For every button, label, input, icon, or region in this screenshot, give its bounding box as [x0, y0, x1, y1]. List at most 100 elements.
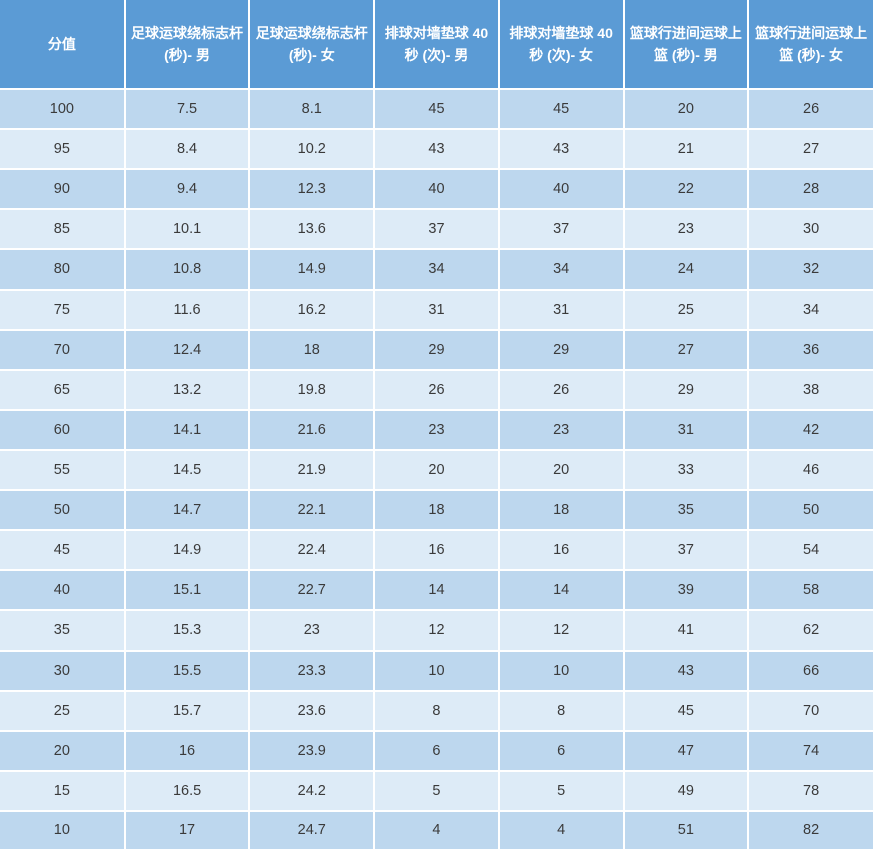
value-cell: 21	[623, 129, 750, 171]
value-cell: 41	[623, 610, 750, 652]
table-row: 30 15.5 23.3 10 10 43 66	[0, 650, 873, 692]
table-row: 50 14.7 22.1 18 18 35 50	[0, 490, 873, 532]
value-cell: 50	[748, 490, 873, 532]
table-row: 35 15.3 23 12 12 41 62	[0, 610, 873, 652]
column-header: 排球对墙垫球 40 秒 (次)- 女	[498, 0, 625, 90]
value-cell: 6	[498, 730, 625, 772]
value-cell: 24.2	[249, 770, 376, 812]
value-cell: 37	[623, 530, 750, 572]
value-cell: 23.3	[249, 650, 376, 692]
value-cell: 26	[374, 369, 500, 411]
column-header: 篮球行进间运球上篮 (秒)- 女	[748, 0, 873, 90]
column-header: 排球对墙垫球 40 秒 (次)- 男	[374, 0, 500, 90]
value-cell: 40	[374, 169, 500, 211]
value-cell: 14	[498, 570, 625, 612]
value-cell: 31	[498, 289, 625, 331]
value-cell: 21.6	[249, 409, 376, 451]
value-cell: 31	[623, 409, 750, 451]
value-cell: 51	[623, 810, 750, 849]
table-row: 100 7.5 8.1 45 45 20 26	[0, 89, 873, 131]
value-cell: 8	[374, 690, 500, 732]
value-cell: 6	[374, 730, 500, 772]
table-body: 100 7.5 8.1 45 45 20 26 95 8.4 10.2 43 43 21 27 90 9.4 1…	[0, 89, 873, 849]
table-row: 25 15.7 23.6 8 8 45 70	[0, 690, 873, 732]
table-row: 55 14.5 21.9 20 20 33 46	[0, 449, 873, 492]
value-cell: 66	[748, 650, 873, 692]
value-cell: 16	[498, 530, 625, 572]
table-row: 15 16.5 24.2 5 5 49 78	[0, 770, 873, 812]
score-cell: 25	[0, 690, 126, 732]
value-cell: 22	[623, 169, 750, 211]
value-cell: 14	[374, 570, 500, 612]
value-cell: 8.4	[124, 129, 251, 171]
value-cell: 54	[748, 530, 873, 572]
value-cell: 45	[623, 690, 750, 732]
value-cell: 13.2	[124, 369, 251, 411]
value-cell: 7.5	[124, 89, 251, 131]
table-row: 75 11.6 16.2 31 31 25 34	[0, 289, 873, 331]
value-cell: 10.2	[249, 129, 376, 171]
value-cell: 34	[374, 249, 500, 291]
value-cell: 8.1	[249, 89, 376, 131]
value-cell: 29	[374, 329, 500, 371]
score-cell: 40	[0, 570, 126, 612]
value-cell: 34	[498, 249, 625, 291]
value-cell: 74	[748, 730, 873, 772]
value-cell: 16.2	[249, 289, 376, 331]
value-cell: 27	[623, 329, 750, 371]
table-row: 40 15.1 22.7 14 14 39 58	[0, 570, 873, 612]
value-cell: 23.6	[249, 690, 376, 732]
value-cell: 29	[623, 369, 750, 411]
value-cell: 22.4	[249, 530, 376, 572]
table-row: 45 14.9 22.4 16 16 37 54	[0, 530, 873, 572]
score-cell: 15	[0, 770, 126, 812]
score-cell: 95	[0, 129, 126, 171]
table-row: 90 9.4 12.3 40 40 22 28	[0, 169, 873, 211]
value-cell: 5	[374, 770, 500, 812]
table-row: 10 17 24.7 4 4 51 82	[0, 810, 873, 849]
value-cell: 22.7	[249, 570, 376, 612]
value-cell: 14.9	[249, 249, 376, 291]
value-cell: 70	[748, 690, 873, 732]
value-cell: 25	[623, 289, 750, 331]
value-cell: 15.1	[124, 570, 251, 612]
value-cell: 40	[498, 169, 625, 211]
value-cell: 10.1	[124, 209, 251, 251]
table-header: 分值 足球运球绕标志杆 (秒)- 男足球运球绕标志杆 (秒)- 女排球对墙垫球 4…	[0, 0, 873, 90]
value-cell: 23.9	[249, 730, 376, 772]
table-row: 60 14.1 21.6 23 23 31 42	[0, 409, 873, 451]
value-cell: 21.9	[249, 449, 376, 492]
value-cell: 34	[748, 289, 873, 331]
value-cell: 28	[748, 169, 873, 211]
value-cell: 14.9	[124, 530, 251, 572]
table-row: 85 10.1 13.6 37 37 23 30	[0, 209, 873, 251]
value-cell: 22.1	[249, 490, 376, 532]
value-cell: 12.3	[249, 169, 376, 211]
value-cell: 24	[623, 249, 750, 291]
column-header: 足球运球绕标志杆 (秒)- 女	[249, 0, 376, 90]
value-cell: 36	[748, 329, 873, 371]
value-cell: 17	[124, 810, 251, 849]
header-row: 分值 足球运球绕标志杆 (秒)- 男足球运球绕标志杆 (秒)- 女排球对墙垫球 4…	[0, 0, 873, 90]
score-cell: 60	[0, 409, 126, 451]
score-cell: 20	[0, 730, 126, 772]
value-cell: 16	[124, 730, 251, 772]
column-header: 足球运球绕标志杆 (秒)- 男	[124, 0, 251, 90]
value-cell: 18	[498, 490, 625, 532]
score-cell: 10	[0, 810, 126, 849]
value-cell: 23	[498, 409, 625, 451]
value-cell: 45	[498, 89, 625, 131]
value-cell: 18	[374, 490, 500, 532]
column-header: 篮球行进间运球上篮 (秒)- 男	[623, 0, 750, 90]
value-cell: 18	[249, 329, 376, 371]
value-cell: 24.7	[249, 810, 376, 849]
value-cell: 23	[623, 209, 750, 251]
value-cell: 58	[748, 570, 873, 612]
value-cell: 23	[374, 409, 500, 451]
value-cell: 39	[623, 570, 750, 612]
value-cell: 42	[748, 409, 873, 451]
score-cell: 65	[0, 369, 126, 411]
value-cell: 20	[498, 449, 625, 492]
score-cell: 55	[0, 449, 126, 492]
score-cell: 90	[0, 169, 126, 211]
